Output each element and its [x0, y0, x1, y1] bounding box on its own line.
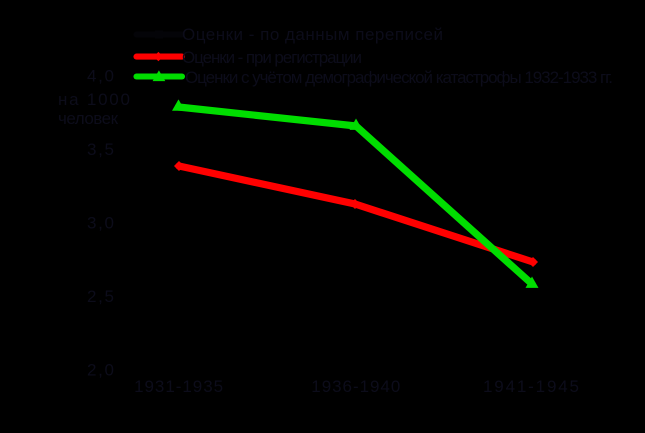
svg-text:Оценки - по данным переписей: Оценки - по данным переписей	[182, 25, 443, 44]
svg-text:на 1000: на 1000	[58, 90, 130, 109]
svg-text:человек: человек	[58, 109, 119, 128]
svg-text:4,0: 4,0	[87, 67, 114, 86]
svg-text:1941-1945: 1941-1945	[483, 377, 579, 396]
svg-text:3,5: 3,5	[87, 140, 114, 159]
svg-text:1936-1940: 1936-1940	[311, 377, 400, 396]
svg-text:Оценки с учётом демографическо: Оценки с учётом демографической катастро…	[185, 68, 613, 87]
svg-text:2,5: 2,5	[87, 287, 114, 306]
svg-text:3,0: 3,0	[87, 214, 114, 233]
svg-text:1931-1935: 1931-1935	[134, 377, 223, 396]
svg-text:Оценки - при регистрации: Оценки - при регистрации	[182, 48, 362, 67]
svg-text:2,0: 2,0	[87, 361, 114, 380]
